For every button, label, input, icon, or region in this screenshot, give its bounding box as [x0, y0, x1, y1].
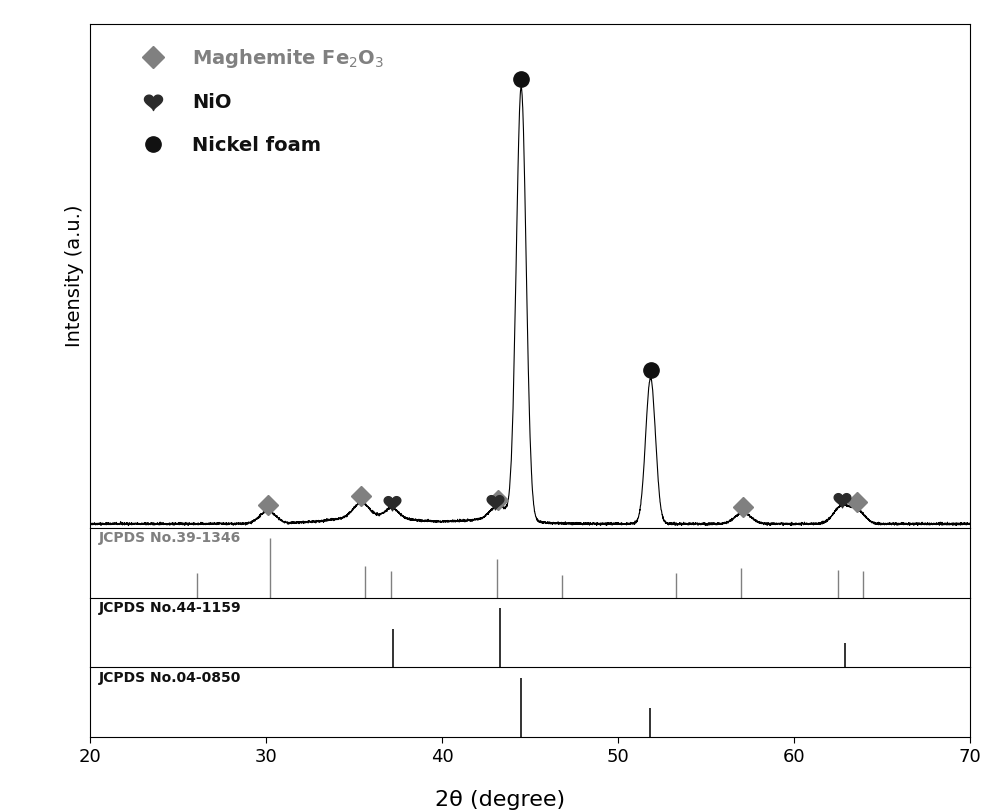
Y-axis label: Intensity (a.u.): Intensity (a.u.) — [65, 205, 84, 347]
Text: JCPDS No.04-0850: JCPDS No.04-0850 — [99, 671, 241, 685]
Text: JCPDS No.39-1346: JCPDS No.39-1346 — [99, 531, 241, 545]
Text: 2θ (degree): 2θ (degree) — [435, 790, 565, 810]
Text: JCPDS No.44-1159: JCPDS No.44-1159 — [99, 601, 241, 615]
Legend: Maghemite Fe$_2$O$_3$, NiO, Nickel foam: Maghemite Fe$_2$O$_3$, NiO, Nickel foam — [126, 39, 392, 162]
